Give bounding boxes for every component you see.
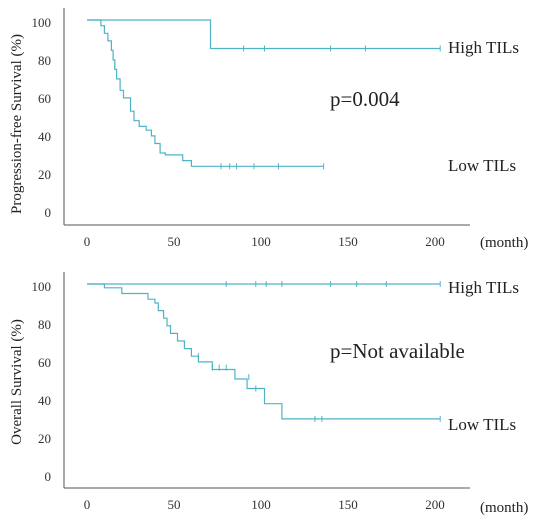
- os-y-tick-label: 80: [38, 317, 51, 332]
- os-x-tick-label: 50: [168, 497, 181, 512]
- os-x-ticks: 0 50 100 150 200: [84, 497, 445, 512]
- pfs-high-tils-label: High TILs: [448, 38, 519, 57]
- pfs-y-tick-label: 20: [38, 167, 51, 182]
- os-x-tick-label: 200: [425, 497, 445, 512]
- pfs-y-tick-label: 60: [38, 91, 51, 106]
- pfs-y-tick-label: 80: [38, 53, 51, 68]
- pfs-x-tick-label: 0: [84, 234, 91, 249]
- pfs-x-tick-label: 200: [425, 234, 445, 249]
- pfs-y-ticks: 0 20 40 60 80 100: [32, 15, 52, 220]
- pfs-x-tick-label: 50: [168, 234, 181, 249]
- pfs-y-tick-label: 40: [38, 129, 51, 144]
- pfs-y-tick-label: 0: [45, 205, 52, 220]
- pfs-high-tils-curve: [87, 19, 441, 50]
- os-x-tick-label: 100: [251, 497, 271, 512]
- os-x-tick-label: 150: [338, 497, 358, 512]
- pfs-p-value: p=0.004: [330, 87, 400, 111]
- os-low-tils-curve: [87, 283, 441, 420]
- os-x-tick-label: 0: [84, 497, 91, 512]
- pfs-low-tils-curve: [87, 19, 324, 167]
- pfs-x-tick-label: 150: [338, 234, 358, 249]
- os-p-value: p=Not available: [330, 339, 465, 363]
- os-curves: [87, 281, 441, 422]
- pfs-low-tils-label: Low TILs: [448, 156, 516, 175]
- pfs-x-ticks: 0 50 100 150 200: [84, 234, 445, 249]
- os-y-axis-label: Overall Survival (%): [9, 319, 25, 445]
- os-panel: 0 20 40 60 80 100 0 50 100 150 200 Overa…: [9, 272, 528, 516]
- pfs-y-tick-label: 100: [32, 15, 52, 30]
- os-y-tick-label: 20: [38, 431, 51, 446]
- os-low-tils-label: Low TILs: [448, 415, 516, 434]
- os-y-tick-label: 40: [38, 393, 51, 408]
- os-y-tick-label: 60: [38, 355, 51, 370]
- pfs-x-tick-label: 100: [251, 234, 271, 249]
- os-y-tick-label: 0: [45, 469, 52, 484]
- pfs-x-axis-label: (month): [480, 235, 528, 251]
- pfs-curves: [87, 19, 441, 170]
- pfs-y-axis-label: Progression-free Survival (%): [9, 34, 25, 214]
- os-y-ticks: 0 20 40 60 80 100: [32, 279, 52, 484]
- os-x-axis-label: (month): [480, 500, 528, 516]
- pfs-panel: 0 20 40 60 80 100 0 50 100 150 200 Progr…: [9, 8, 528, 251]
- os-high-tils-label: High TILs: [448, 278, 519, 297]
- os-y-tick-label: 100: [32, 279, 52, 294]
